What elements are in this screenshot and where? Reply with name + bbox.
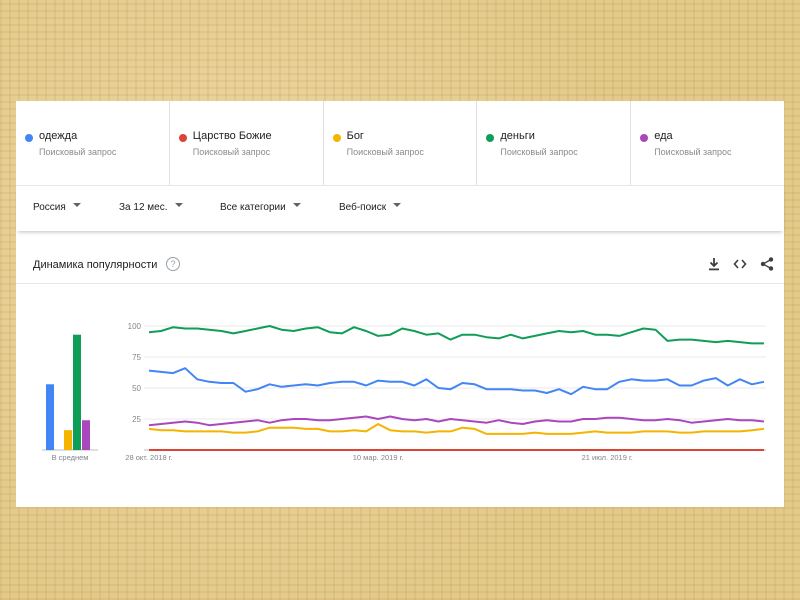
- series-line: [148, 415, 765, 427]
- chart-title: Динамика популярности: [33, 259, 158, 271]
- chevron-down-icon: [174, 203, 183, 208]
- term-card-eda[interactable]: еда Поисковый запрос: [631, 101, 784, 185]
- category-dropdown[interactable]: Все категории: [220, 202, 301, 213]
- search-type-dropdown[interactable]: Веб-поиск: [339, 202, 402, 213]
- term-color-dot: [640, 134, 649, 142]
- region-value: Россия: [33, 202, 66, 213]
- series-line: [148, 367, 765, 396]
- average-bar: [82, 420, 90, 450]
- embed-icon[interactable]: [732, 256, 748, 272]
- series-line: [148, 423, 765, 435]
- interest-chart: 25 50 75 100 28 окт. 2018 г. 10 мар. 2019 г. 2…: [42, 322, 766, 462]
- help-icon[interactable]: ?: [166, 257, 180, 271]
- term-card-odezhda[interactable]: одежда Поисковый запрос: [16, 101, 170, 185]
- x-tick-label: 28 окт. 2018 г.: [125, 453, 172, 462]
- search-terms-row: одежда Поисковый запрос Царство Божие По…: [16, 101, 784, 185]
- term-color-dot: [332, 134, 341, 142]
- term-label: Царство Божие: [192, 130, 272, 142]
- x-tick-label: 10 мар. 2019 г.: [353, 453, 404, 462]
- y-tick-label: 100: [128, 322, 142, 331]
- term-color-dot: [486, 134, 495, 142]
- chevron-down-icon: [72, 203, 81, 208]
- chevron-down-icon: [393, 203, 402, 208]
- x-tick-label: 21 июл. 2019 г.: [582, 453, 633, 462]
- term-card-dengi[interactable]: деньги Поисковый запрос: [477, 101, 632, 185]
- chevron-down-icon: [292, 203, 301, 208]
- chart-header-divider: [16, 283, 784, 284]
- download-icon[interactable]: [706, 256, 722, 272]
- term-sublabel: Поисковый запрос: [654, 147, 732, 157]
- share-icon[interactable]: [759, 256, 775, 272]
- term-label: еда: [654, 130, 673, 142]
- y-tick-label: 75: [132, 353, 141, 362]
- term-label: Бог: [346, 130, 364, 142]
- average-bar: [73, 334, 81, 450]
- average-label: В среднем: [52, 453, 89, 462]
- search-type-value: Веб-поиск: [339, 202, 387, 213]
- y-tick-label: 25: [132, 415, 141, 424]
- term-label: одежда: [39, 130, 78, 142]
- region-dropdown[interactable]: Россия: [33, 202, 81, 213]
- term-sublabel: Поисковый запрос: [192, 147, 271, 157]
- term-sublabel: Поисковый запрос: [39, 147, 117, 157]
- trends-panel: одежда Поисковый запрос Царство Божие По…: [16, 101, 784, 507]
- y-tick-label: 50: [132, 384, 141, 393]
- term-color-dot: [178, 134, 187, 142]
- average-bar: [46, 384, 54, 450]
- term-card-tsarstvo-bozhie[interactable]: Царство Божие Поисковый запрос: [170, 101, 324, 185]
- term-sublabel: Поисковый запрос: [500, 147, 578, 157]
- interest-over-time-card: Динамика популярности ? 25 50 75 100 28 окт.…: [16, 241, 784, 507]
- series-line: [148, 325, 764, 345]
- term-color-dot: [25, 134, 33, 142]
- period-value: За 12 мес.: [119, 202, 168, 213]
- term-label: деньги: [500, 130, 535, 142]
- period-dropdown[interactable]: За 12 мес.: [119, 202, 183, 213]
- term-sublabel: Поисковый запрос: [346, 147, 424, 157]
- filters-bar: Россия За 12 мес. Все категории Веб-поис…: [16, 185, 784, 231]
- category-value: Все категории: [220, 202, 286, 213]
- average-bar: [64, 430, 72, 450]
- term-card-bog[interactable]: Бог Поисковый запрос: [324, 101, 478, 185]
